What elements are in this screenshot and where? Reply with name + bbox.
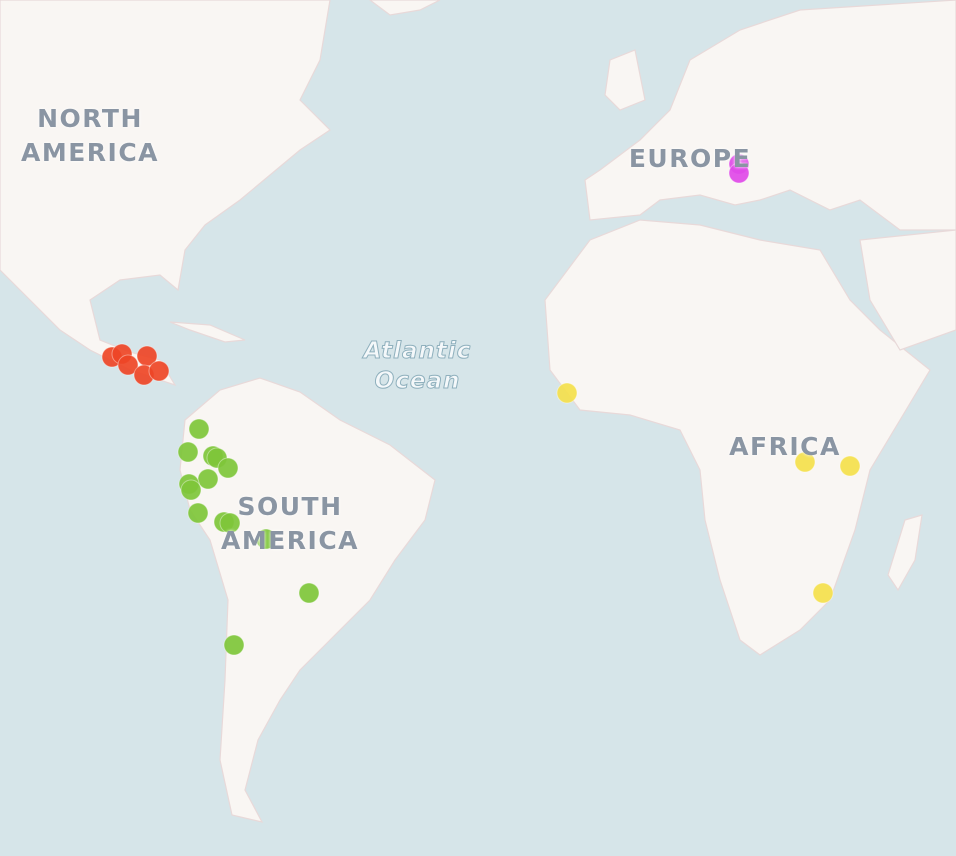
map-marker-yellow[interactable] xyxy=(794,451,816,473)
map-marker-yellow[interactable] xyxy=(839,455,861,477)
map-marker-green[interactable] xyxy=(223,634,245,656)
map-marker-green[interactable] xyxy=(217,457,239,479)
label-europe: EUROPE xyxy=(628,144,752,173)
label-south-america: SOUTH AMERICA xyxy=(220,492,360,555)
map-marker-green[interactable] xyxy=(180,479,202,501)
label-atlantic-ocean: Atlantic Ocean xyxy=(363,338,472,395)
land-north-america xyxy=(0,0,331,387)
map-marker-green[interactable] xyxy=(298,582,320,604)
label-africa: AFRICA xyxy=(729,432,841,461)
map-marker-red[interactable] xyxy=(148,360,170,382)
land-middle-east xyxy=(859,229,956,351)
map-marker-yellow[interactable] xyxy=(556,382,578,404)
land-africa xyxy=(544,219,931,656)
map-marker-green[interactable] xyxy=(255,528,277,550)
land-cuba xyxy=(169,321,246,343)
map-marker-green[interactable] xyxy=(187,502,209,524)
map-marker-green[interactable] xyxy=(197,468,219,490)
land-madagascar xyxy=(887,514,923,592)
land-europe xyxy=(584,0,956,231)
map-marker-green[interactable] xyxy=(219,512,241,534)
map-marker-green[interactable] xyxy=(188,418,210,440)
marker-layer xyxy=(101,153,861,656)
map-marker-red[interactable] xyxy=(117,354,139,376)
map-marker-magenta[interactable] xyxy=(728,162,750,184)
land-greenland xyxy=(369,0,441,16)
map-marker-green[interactable] xyxy=(177,441,199,463)
map-marker-yellow[interactable] xyxy=(812,582,834,604)
land-britain xyxy=(604,49,646,111)
label-north-america: NORTH AMERICA xyxy=(20,104,160,167)
